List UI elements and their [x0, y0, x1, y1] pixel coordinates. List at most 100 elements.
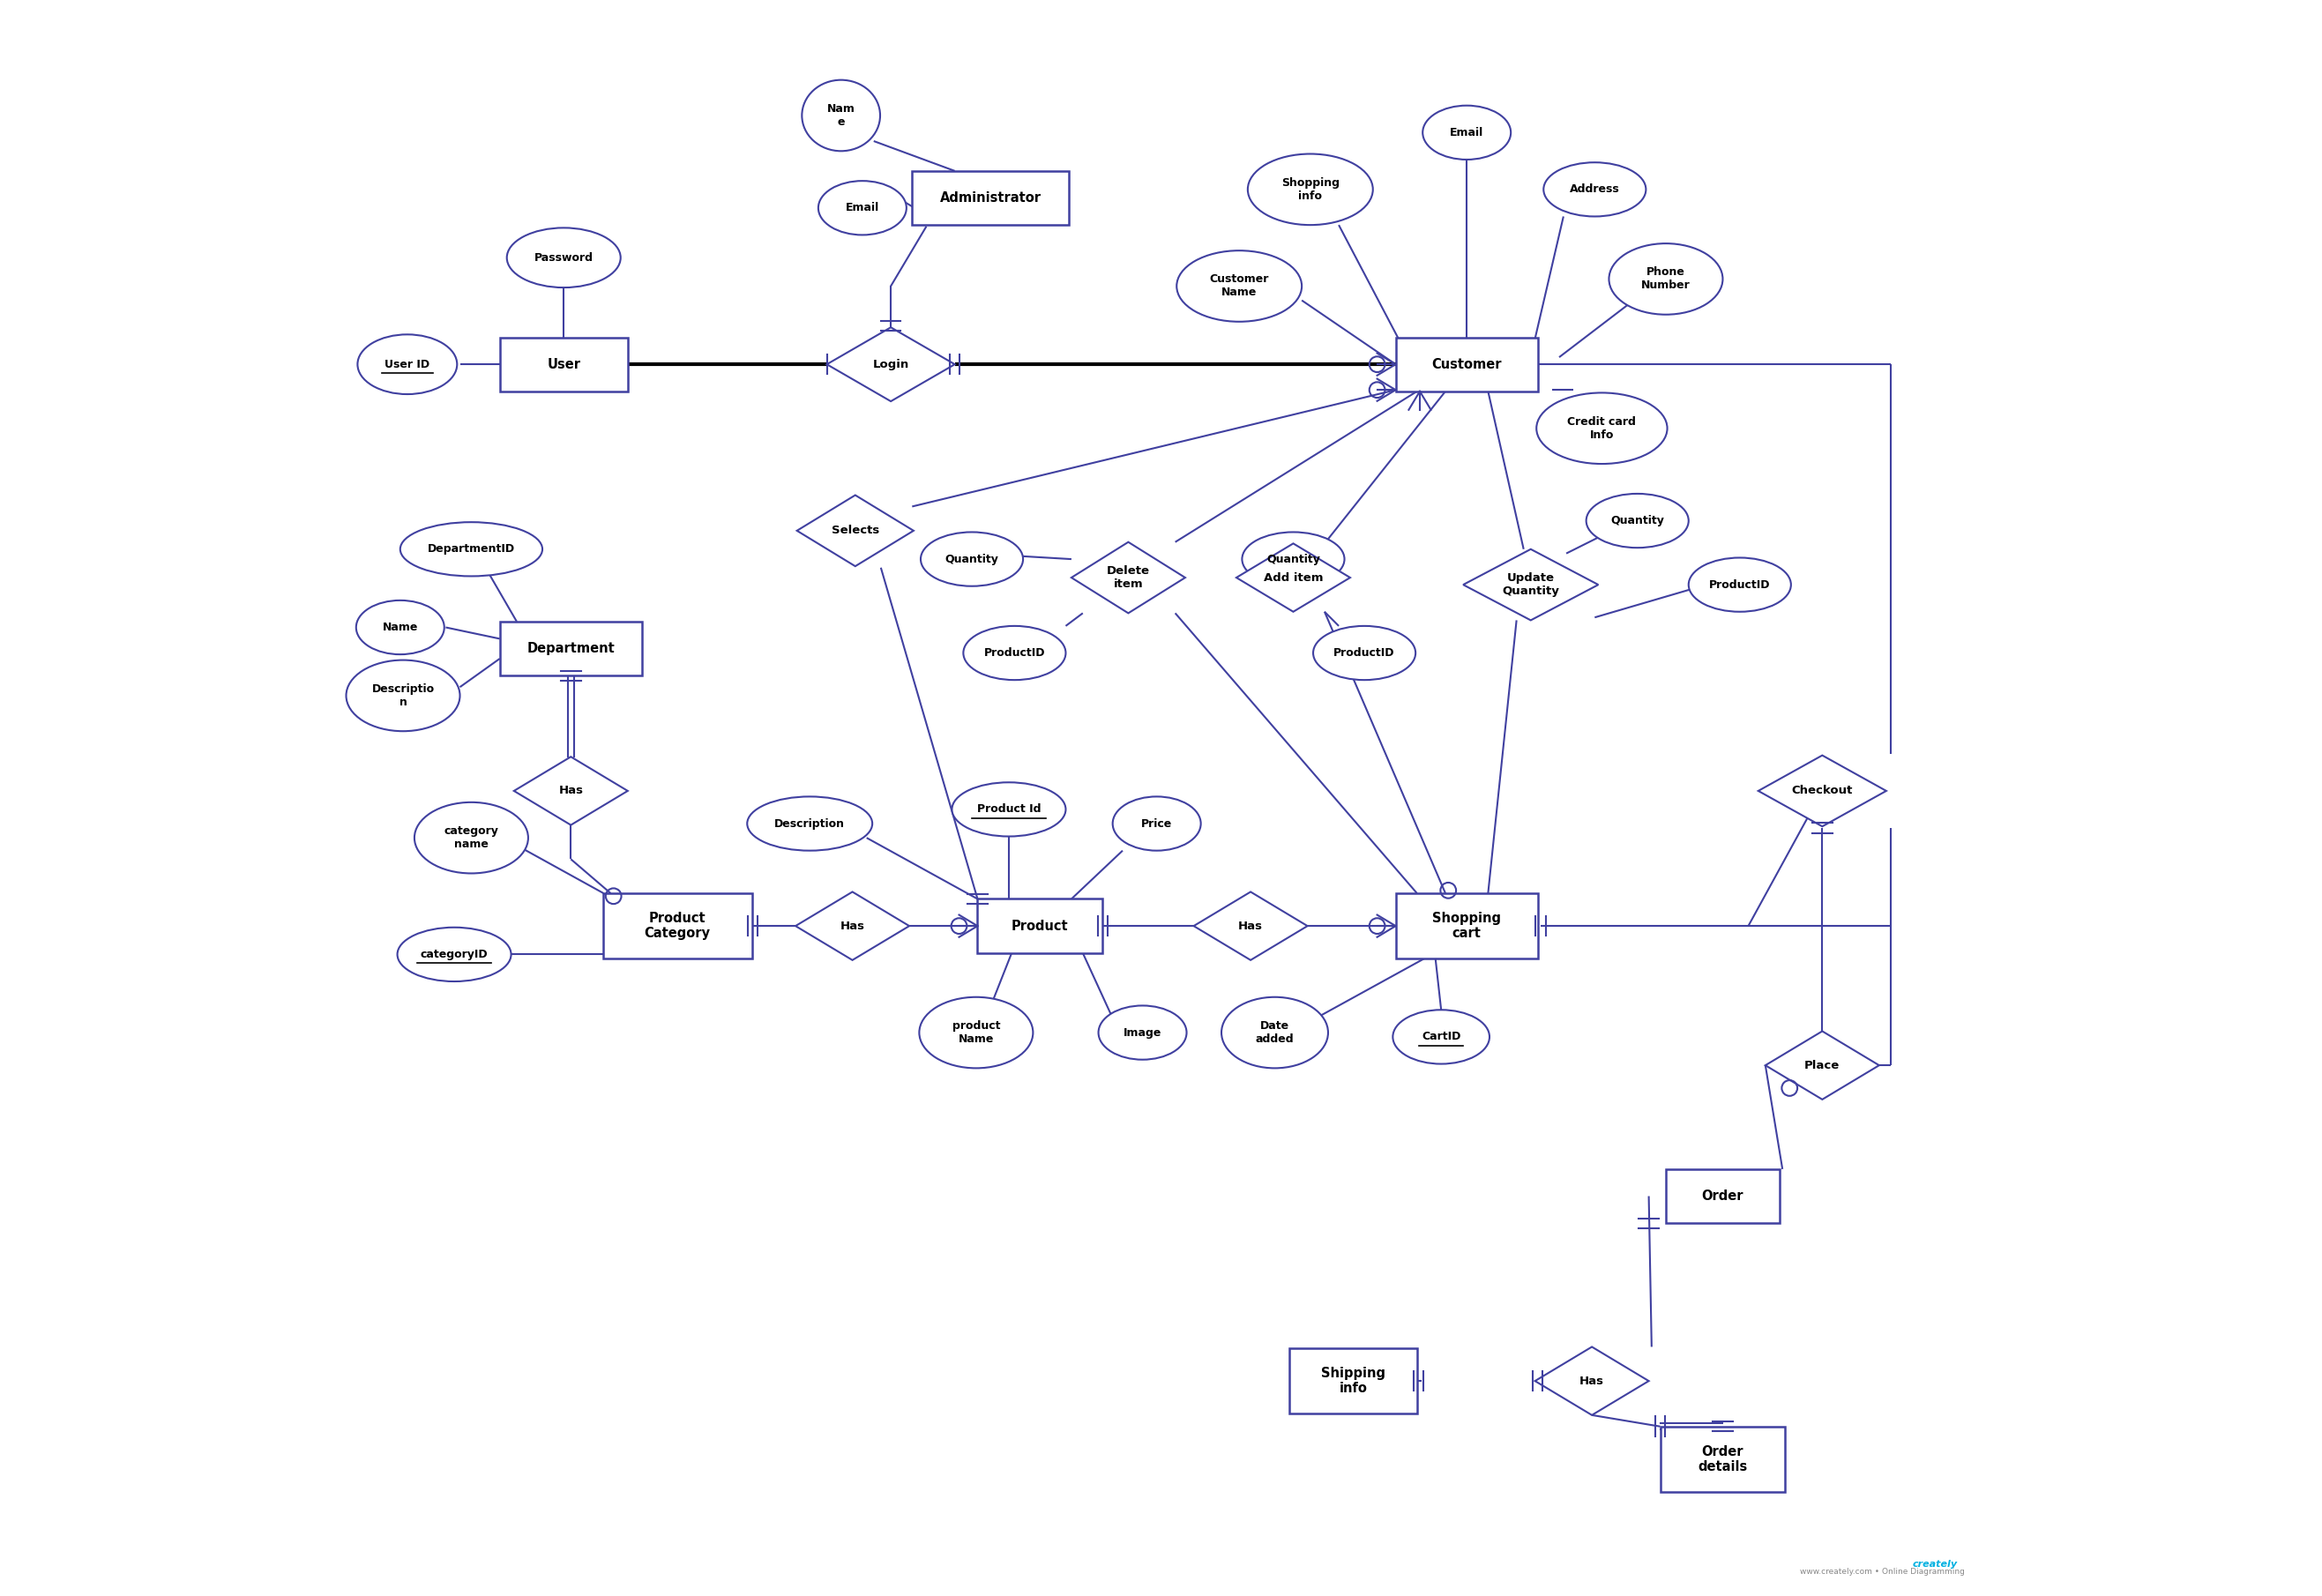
Ellipse shape [1177, 251, 1303, 322]
Ellipse shape [920, 531, 1024, 586]
Text: Price: Price [1140, 817, 1173, 830]
Text: Product: Product [1012, 919, 1068, 932]
Text: categoryID: categoryID [420, 948, 488, 961]
Ellipse shape [1221, 998, 1328, 1068]
Ellipse shape [1314, 626, 1416, 680]
Text: ProductID: ProductID [1333, 648, 1396, 659]
Ellipse shape [1112, 796, 1200, 851]
Text: Order: Order [1702, 1189, 1744, 1203]
Text: Image: Image [1124, 1026, 1161, 1039]
FancyBboxPatch shape [913, 171, 1068, 225]
Text: User: User [548, 358, 580, 370]
Text: Description: Description [776, 817, 845, 830]
Text: Has: Has [841, 921, 864, 932]
Text: Quantity: Quantity [1611, 516, 1665, 527]
Text: Delete
item: Delete item [1108, 565, 1149, 591]
Ellipse shape [358, 335, 457, 394]
Ellipse shape [1544, 163, 1646, 217]
Text: Phone
Number: Phone Number [1642, 267, 1690, 292]
Text: Department: Department [527, 642, 615, 656]
Polygon shape [1758, 755, 1885, 827]
Ellipse shape [1423, 105, 1512, 160]
Text: Order
details: Order details [1697, 1444, 1748, 1473]
FancyBboxPatch shape [1396, 894, 1537, 959]
Text: Administrator: Administrator [940, 192, 1040, 204]
Text: DepartmentID: DepartmentID [427, 543, 515, 555]
Text: Customer: Customer [1433, 358, 1502, 370]
Text: Update
Quantity: Update Quantity [1502, 573, 1560, 597]
FancyBboxPatch shape [1396, 337, 1537, 391]
Text: Product
Category: Product Category [646, 911, 711, 940]
Text: creately: creately [1913, 1559, 1957, 1569]
Text: Has: Has [560, 785, 583, 796]
Text: Password: Password [534, 252, 592, 263]
Ellipse shape [1688, 557, 1790, 611]
FancyBboxPatch shape [499, 622, 641, 675]
FancyBboxPatch shape [499, 337, 627, 391]
Text: Checkout: Checkout [1793, 785, 1853, 796]
Text: Email: Email [845, 203, 880, 214]
Text: Date
added: Date added [1256, 1020, 1293, 1045]
Ellipse shape [1609, 244, 1723, 314]
Text: Has: Has [1238, 921, 1263, 932]
Text: Descriptio
n: Descriptio n [372, 683, 434, 709]
Text: Add item: Add item [1263, 571, 1324, 584]
Text: Quantity: Quantity [1265, 554, 1321, 565]
FancyBboxPatch shape [1660, 1427, 1786, 1492]
Text: Place: Place [1804, 1060, 1839, 1071]
Ellipse shape [397, 927, 511, 982]
Ellipse shape [1247, 153, 1372, 225]
Text: Login: Login [873, 359, 908, 370]
Text: User ID: User ID [385, 359, 430, 370]
Text: ProductID: ProductID [985, 648, 1045, 659]
Text: Customer
Name: Customer Name [1210, 275, 1268, 298]
Polygon shape [1463, 549, 1598, 621]
Ellipse shape [801, 80, 880, 152]
Polygon shape [1765, 1031, 1878, 1100]
Ellipse shape [399, 522, 543, 576]
Ellipse shape [346, 661, 460, 731]
Text: Quantity: Quantity [945, 554, 998, 565]
Ellipse shape [1098, 1005, 1187, 1060]
Polygon shape [1235, 544, 1349, 611]
FancyBboxPatch shape [978, 899, 1103, 953]
Ellipse shape [413, 803, 527, 873]
Ellipse shape [1537, 393, 1667, 464]
Ellipse shape [817, 180, 906, 235]
Text: www.creately.com • Online Diagramming: www.creately.com • Online Diagramming [1800, 1567, 1964, 1575]
Text: Product Id: Product Id [978, 804, 1040, 816]
Polygon shape [827, 327, 954, 401]
Polygon shape [796, 892, 910, 961]
Polygon shape [1535, 1347, 1649, 1416]
Text: Shipping
info: Shipping info [1321, 1366, 1386, 1395]
Ellipse shape [964, 626, 1066, 680]
FancyBboxPatch shape [1289, 1349, 1416, 1414]
Ellipse shape [920, 998, 1033, 1068]
FancyBboxPatch shape [604, 894, 752, 959]
Polygon shape [1194, 892, 1307, 961]
Ellipse shape [506, 228, 620, 287]
Ellipse shape [748, 796, 873, 851]
Text: ProductID: ProductID [1709, 579, 1769, 591]
Text: Address: Address [1570, 184, 1621, 195]
Text: Credit card
Info: Credit card Info [1567, 417, 1637, 440]
FancyBboxPatch shape [1665, 1170, 1779, 1223]
Ellipse shape [1393, 1010, 1488, 1065]
Ellipse shape [952, 782, 1066, 836]
Text: Shopping
cart: Shopping cart [1433, 911, 1500, 940]
Text: Nam
e: Nam e [827, 104, 854, 128]
Text: product
Name: product Name [952, 1020, 1001, 1045]
Text: Has: Has [1579, 1376, 1605, 1387]
Text: Shopping
info: Shopping info [1282, 177, 1340, 201]
Text: Selects: Selects [831, 525, 880, 536]
Polygon shape [796, 495, 913, 567]
Ellipse shape [1242, 531, 1344, 586]
Polygon shape [1070, 543, 1184, 613]
Text: CartID: CartID [1421, 1031, 1461, 1042]
Text: Email: Email [1449, 126, 1484, 139]
Text: category
name: category name [444, 825, 499, 851]
Text: Name: Name [383, 621, 418, 634]
Polygon shape [513, 757, 627, 825]
Ellipse shape [1586, 493, 1688, 547]
Ellipse shape [355, 600, 444, 654]
